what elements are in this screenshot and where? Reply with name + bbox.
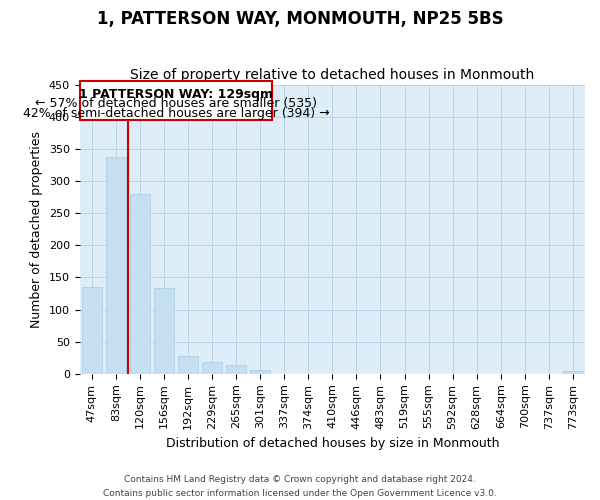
- Text: 1 PATTERSON WAY: 129sqm: 1 PATTERSON WAY: 129sqm: [79, 88, 273, 101]
- Bar: [202, 362, 222, 374]
- Bar: [178, 356, 198, 374]
- FancyBboxPatch shape: [80, 82, 272, 120]
- Y-axis label: Number of detached properties: Number of detached properties: [31, 130, 43, 328]
- Title: Size of property relative to detached houses in Monmouth: Size of property relative to detached ho…: [130, 68, 535, 82]
- Text: Contains HM Land Registry data © Crown copyright and database right 2024.
Contai: Contains HM Land Registry data © Crown c…: [103, 476, 497, 498]
- Text: 42% of semi-detached houses are larger (394) →: 42% of semi-detached houses are larger (…: [23, 107, 329, 120]
- Text: ← 57% of detached houses are smaller (535): ← 57% of detached houses are smaller (53…: [35, 98, 317, 110]
- Bar: [226, 366, 247, 374]
- Bar: [563, 370, 583, 374]
- Bar: [106, 157, 126, 374]
- Bar: [250, 370, 271, 374]
- Bar: [130, 194, 150, 374]
- Text: 1, PATTERSON WAY, MONMOUTH, NP25 5BS: 1, PATTERSON WAY, MONMOUTH, NP25 5BS: [97, 10, 503, 28]
- Bar: [82, 287, 102, 374]
- X-axis label: Distribution of detached houses by size in Monmouth: Distribution of detached houses by size …: [166, 437, 499, 450]
- Bar: [154, 288, 174, 374]
